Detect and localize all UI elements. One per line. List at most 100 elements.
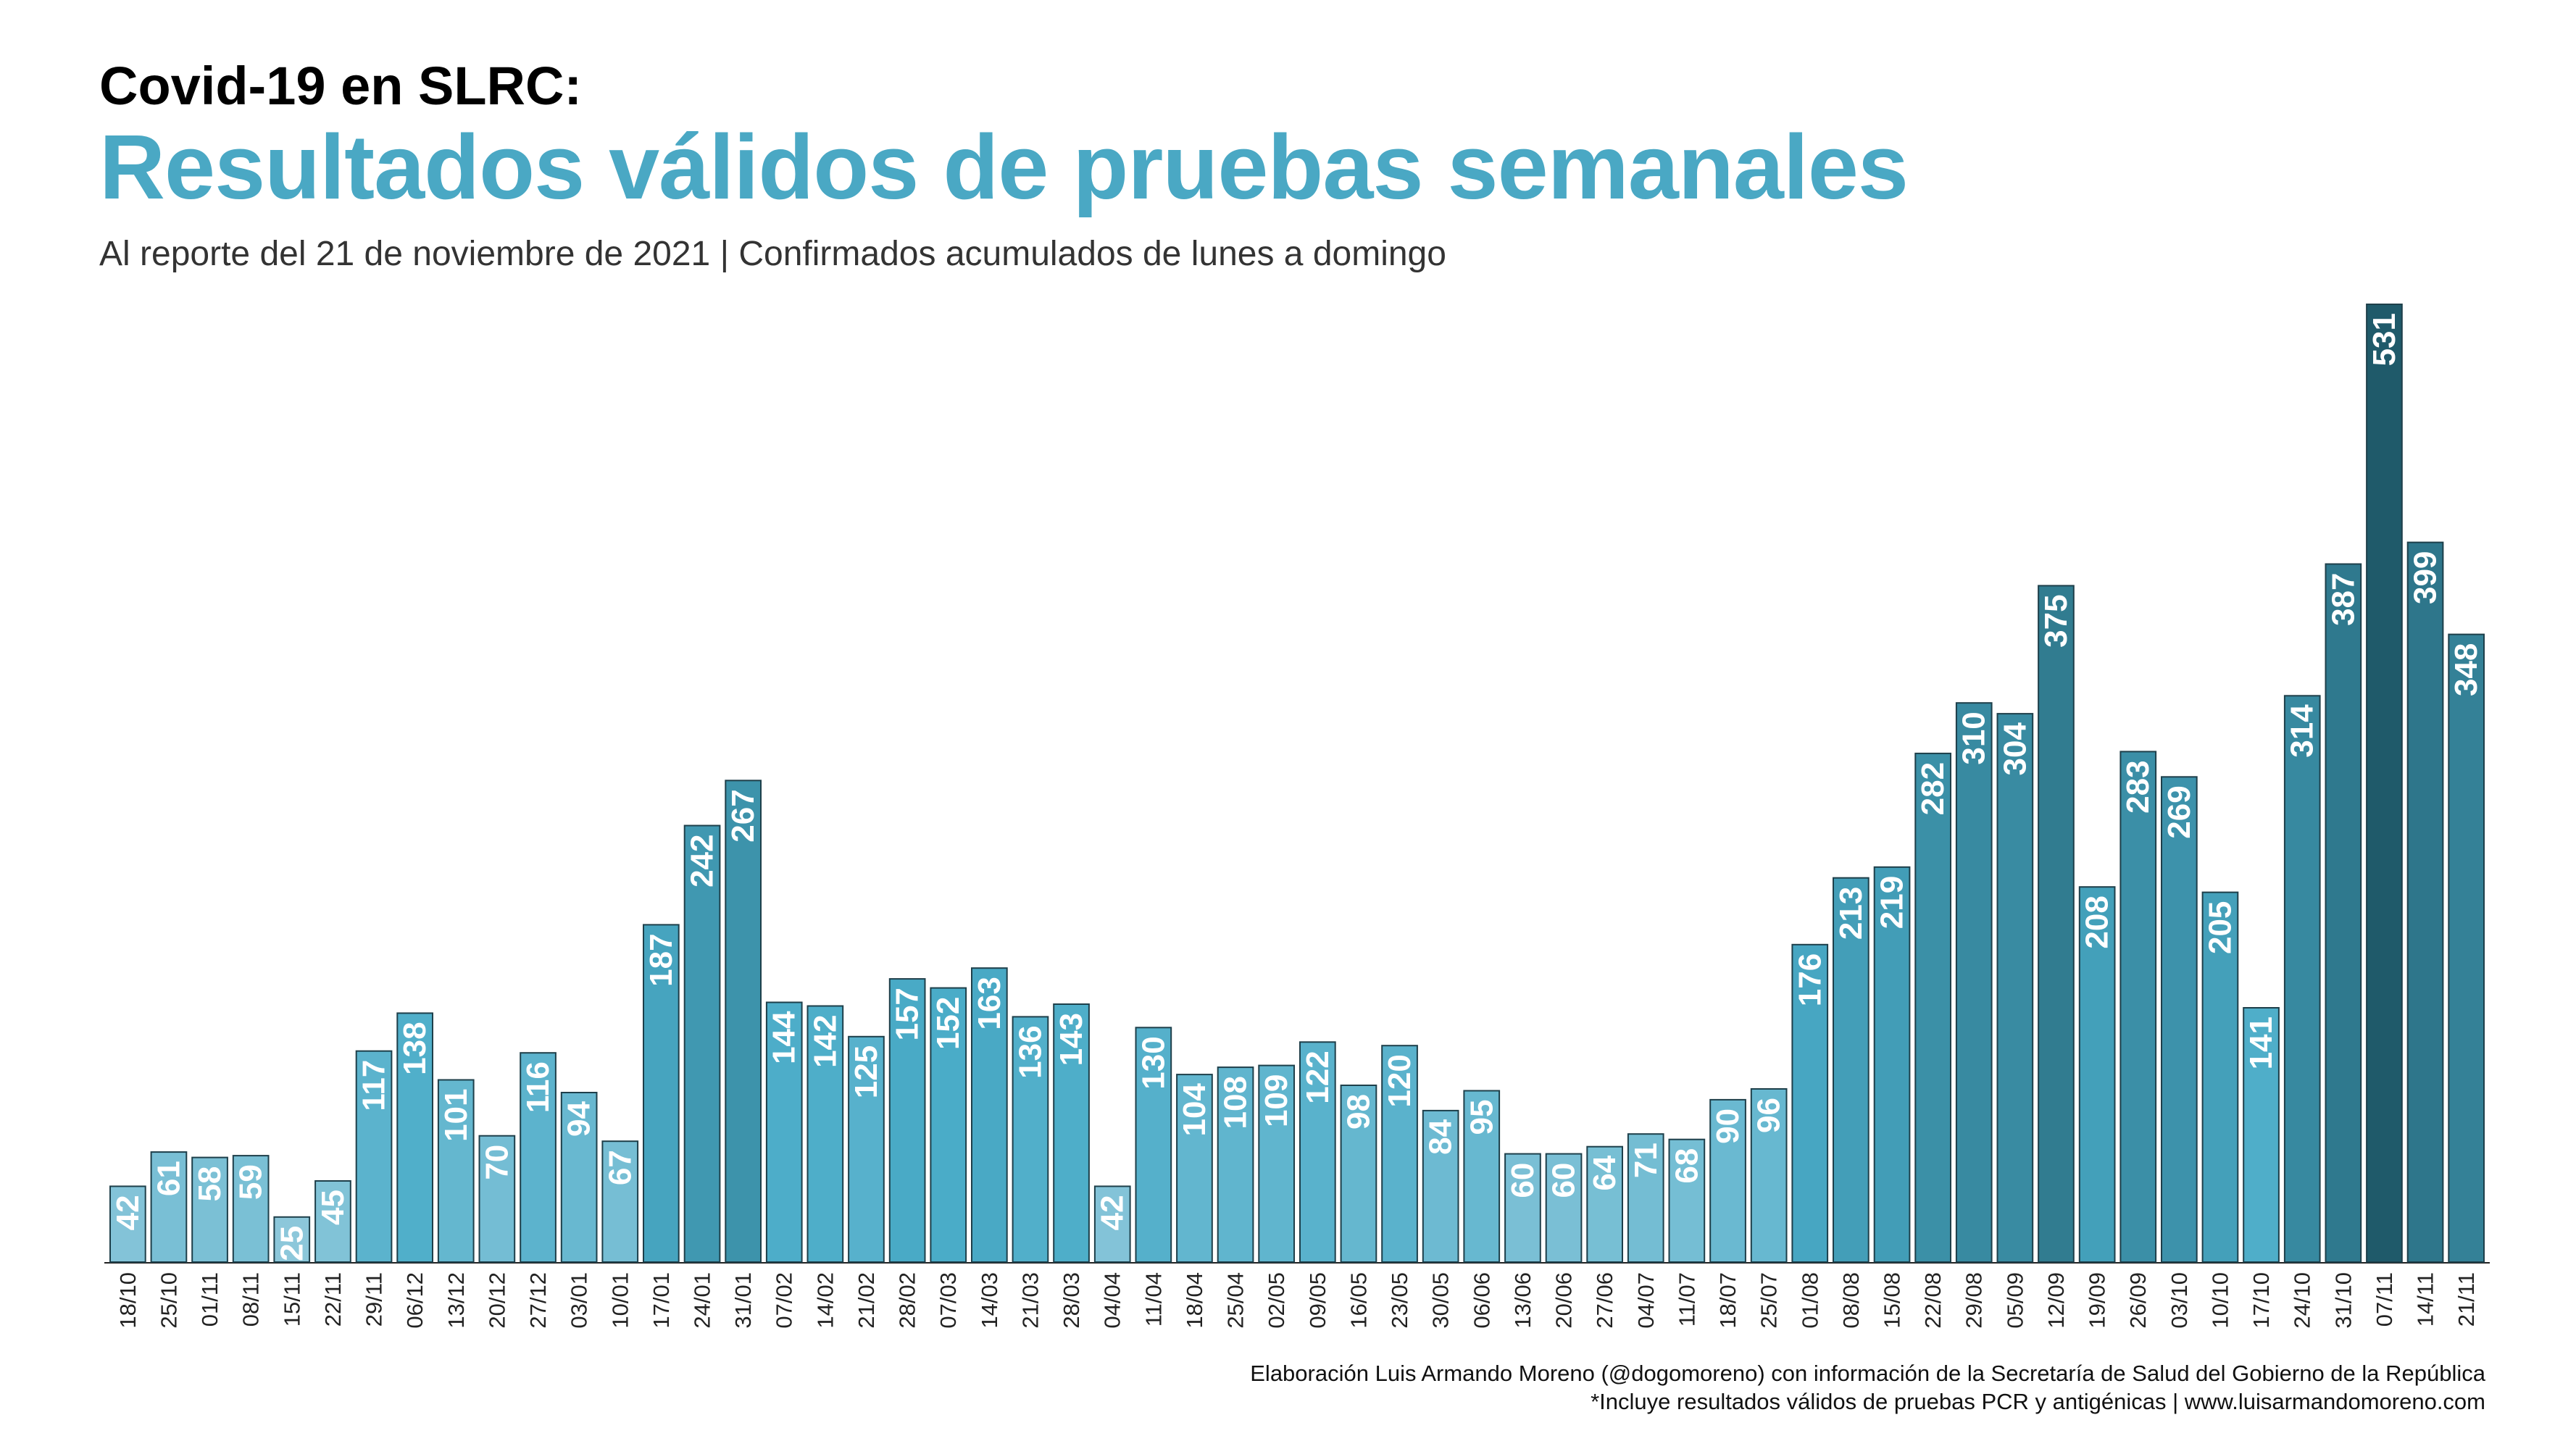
x-tick-label: 31/10 (2330, 1272, 2356, 1329)
data-label: 67 (602, 1150, 638, 1185)
data-label: 143 (1054, 1013, 1089, 1066)
data-label: 282 (1915, 762, 1951, 815)
x-tick-label: 11/04 (1141, 1272, 1166, 1327)
x-tick-label: 01/08 (1797, 1272, 1822, 1329)
bar-13/12 (437, 1079, 475, 1263)
bar-24/01 (683, 824, 721, 1263)
bar-17/01 (643, 924, 680, 1264)
data-label: 314 (2285, 704, 2320, 758)
x-tick-label: 07/02 (772, 1272, 797, 1329)
data-label: 95 (1464, 1100, 1499, 1135)
bar-11/04 (1135, 1027, 1172, 1264)
data-label: 96 (1751, 1098, 1787, 1133)
bar-18/10 (109, 1185, 146, 1264)
data-label: 187 (643, 933, 679, 986)
x-tick-label: 11/07 (1674, 1272, 1699, 1327)
data-label: 42 (110, 1195, 146, 1230)
bar-26/09 (2119, 751, 2157, 1263)
bar-24/10 (2283, 695, 2321, 1263)
x-tick-label: 24/01 (690, 1272, 715, 1329)
x-tick-label: 18/07 (1715, 1272, 1741, 1329)
bar-07/02 (765, 1001, 803, 1263)
x-tick-label: 13/06 (1510, 1272, 1535, 1329)
x-tick-label: 03/01 (567, 1272, 592, 1329)
bar-31/01 (725, 780, 762, 1264)
x-tick-label: 06/06 (1469, 1272, 1494, 1329)
data-label: 120 (1382, 1054, 1417, 1107)
bar-21/03 (1012, 1016, 1049, 1264)
chart-subtitle: Al reporte del 21 de noviembre de 2021 |… (99, 235, 1446, 273)
note-line: *Incluye resultados válidos de pruebas P… (1591, 1389, 2485, 1414)
data-label: 101 (438, 1089, 474, 1142)
data-label: 144 (767, 1011, 802, 1064)
x-tick-label: 03/10 (2167, 1272, 2192, 1329)
bar-21/11 (2448, 633, 2485, 1263)
bar-14/02 (806, 1005, 844, 1263)
bar-01/11 (191, 1156, 228, 1263)
bar-28/02 (888, 978, 926, 1263)
credit-line: Elaboración Luis Armando Moreno (@dogomo… (1250, 1361, 2485, 1386)
x-tick-label: 08/11 (238, 1272, 264, 1327)
x-tick-label: 01/11 (197, 1272, 222, 1327)
bar-07/03 (930, 987, 967, 1263)
x-tick-label: 02/05 (1264, 1272, 1289, 1329)
data-label: 399 (2408, 551, 2443, 604)
bar-25/10 (150, 1151, 188, 1263)
data-label: 25 (274, 1226, 309, 1261)
bar-12/09 (2038, 585, 2075, 1263)
data-label: 157 (890, 987, 925, 1040)
data-label: 90 (1710, 1108, 1746, 1144)
x-tick-label: 31/01 (730, 1272, 756, 1329)
data-label: 59 (233, 1164, 269, 1200)
data-label: 61 (151, 1161, 186, 1196)
bar-07/11 (2366, 304, 2403, 1263)
bar-27/06 (1586, 1145, 1624, 1263)
data-label: 122 (1300, 1051, 1335, 1103)
data-label: 117 (357, 1060, 392, 1111)
x-tick-label: 17/01 (649, 1272, 674, 1329)
x-tick-label: 07/11 (2372, 1272, 2397, 1327)
bar-03/01 (560, 1092, 598, 1263)
bar-09/05 (1299, 1041, 1336, 1264)
bar-18/07 (1709, 1098, 1746, 1264)
bar-03/10 (2161, 776, 2198, 1264)
bar-15/11 (273, 1216, 311, 1264)
data-label: 375 (2038, 594, 2074, 647)
data-label: 531 (2367, 313, 2402, 366)
x-tick-label: 07/03 (935, 1272, 961, 1329)
x-tick-label: 12/09 (2043, 1272, 2069, 1329)
bar-31/10 (2325, 563, 2362, 1263)
bar-20/06 (1545, 1153, 1583, 1263)
data-label: 109 (1259, 1074, 1294, 1127)
bar-13/06 (1504, 1153, 1541, 1263)
x-tick-label: 20/12 (484, 1272, 509, 1329)
x-tick-label: 17/10 (2248, 1272, 2274, 1329)
x-tick-label: 19/09 (2085, 1272, 2110, 1329)
x-tick-label: 15/11 (279, 1272, 304, 1327)
bar-30/05 (1422, 1109, 1459, 1264)
bar-23/05 (1381, 1045, 1418, 1263)
bar-19/09 (2078, 886, 2116, 1263)
bar-04/04 (1093, 1185, 1131, 1264)
bar-10/10 (2201, 891, 2239, 1263)
bar-14/11 (2406, 541, 2444, 1263)
data-label: 387 (2325, 573, 2361, 626)
x-tick-label: 29/11 (362, 1272, 387, 1327)
x-tick-label: 13/12 (443, 1272, 469, 1329)
x-tick-label: 08/08 (1838, 1272, 1864, 1329)
data-label: 70 (479, 1145, 514, 1180)
data-label: 42 (1095, 1195, 1130, 1230)
data-label: 283 (2120, 760, 2156, 813)
data-label: 45 (315, 1190, 351, 1225)
bar-06/12 (396, 1012, 433, 1264)
bar-14/03 (971, 967, 1008, 1263)
x-tick-label: 21/03 (1018, 1272, 1043, 1329)
pre-title: Covid-19 en SLRC: (99, 56, 583, 116)
bar-25/04 (1217, 1066, 1254, 1263)
data-label: 60 (1505, 1163, 1541, 1198)
bar-18/04 (1176, 1074, 1213, 1263)
data-label: 71 (1628, 1143, 1664, 1178)
data-label: 125 (849, 1045, 884, 1098)
x-tick-label: 25/10 (156, 1272, 181, 1329)
